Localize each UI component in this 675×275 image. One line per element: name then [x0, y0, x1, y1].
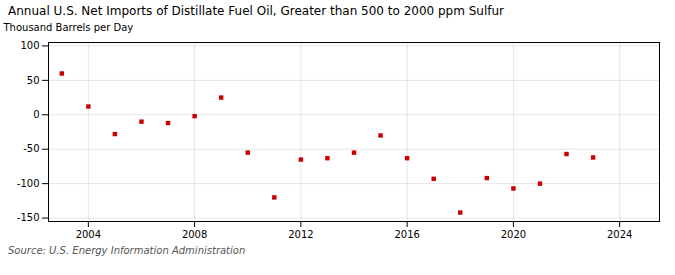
svg-text:2016: 2016	[394, 229, 419, 240]
svg-text:50: 50	[27, 75, 40, 86]
svg-text:Thousand Barrels per Day: Thousand Barrels per Day	[3, 22, 134, 33]
svg-text:2012: 2012	[288, 229, 313, 240]
svg-text:100: 100	[20, 40, 39, 51]
svg-text:2020: 2020	[501, 229, 526, 240]
svg-text:-50: -50	[23, 143, 39, 154]
svg-text:0: 0	[33, 109, 39, 120]
svg-text:-100: -100	[17, 178, 40, 189]
svg-text:2024: 2024	[607, 229, 632, 240]
svg-text:-150: -150	[17, 212, 40, 223]
html-text:Source: U.S. Energy Informatio: Source: U.S. Energy Information Administ…	[8, 245, 246, 256]
html-text:Annual U.S. Net Imports of Dis: Annual U.S. Net Imports of Distillate Fu…	[8, 4, 505, 18]
svg-text:2008: 2008	[182, 229, 207, 240]
svg-text:2004: 2004	[76, 229, 101, 240]
